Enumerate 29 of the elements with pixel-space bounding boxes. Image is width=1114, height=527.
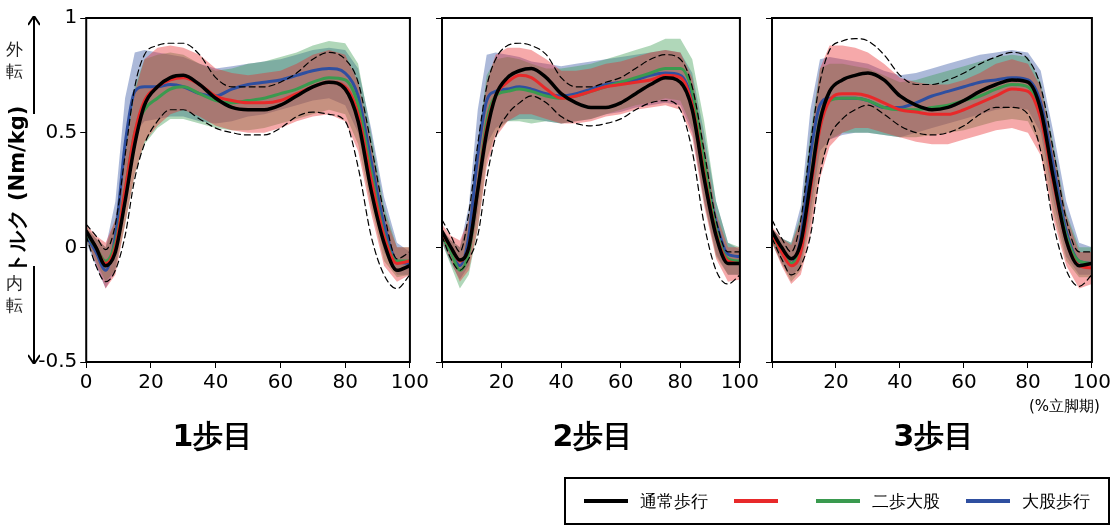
x-tick-label: 20 (823, 369, 849, 394)
legend-label: 大股歩行 (1022, 489, 1090, 513)
legend-label: 二歩大股 (872, 489, 940, 513)
text: 3歩目 (893, 417, 975, 453)
x-tick-label: 80 (1015, 369, 1041, 394)
x-tick-label: 80 (332, 369, 358, 394)
x-tick-label: 100 (720, 369, 760, 394)
text: 2歩目 (552, 417, 634, 453)
x-tick-label: 20 (138, 369, 164, 394)
x-tick-label: 40 (548, 369, 574, 394)
x-tick-label: 100 (390, 369, 430, 394)
y-tick-label: -0.5 (38, 348, 78, 373)
y-tick-label: 1 (64, 4, 78, 29)
x-tick-label: 20 (488, 369, 515, 394)
y-tick-label: 0 (64, 233, 78, 258)
x-tick-label: 60 (267, 369, 294, 394)
legend-label: 通常歩行 (640, 489, 708, 513)
y-axis-title: トルク (Nm/kg) (5, 105, 30, 275)
x-tick-label: 80 (667, 369, 694, 394)
text: 1歩目 (172, 417, 254, 453)
x-tick-label: 40 (887, 369, 913, 394)
x-axis-title: (%立脚期) (1028, 397, 1100, 416)
x-tick-label: 40 (202, 369, 229, 394)
x-tick-label: 60 (608, 369, 634, 394)
x-tick-label: 100 (1072, 369, 1112, 394)
y-tick-label: 0.5 (45, 118, 78, 143)
text: 内転 (6, 272, 23, 316)
text: 外転 (6, 38, 23, 82)
x-tick-label: 60 (951, 369, 977, 394)
